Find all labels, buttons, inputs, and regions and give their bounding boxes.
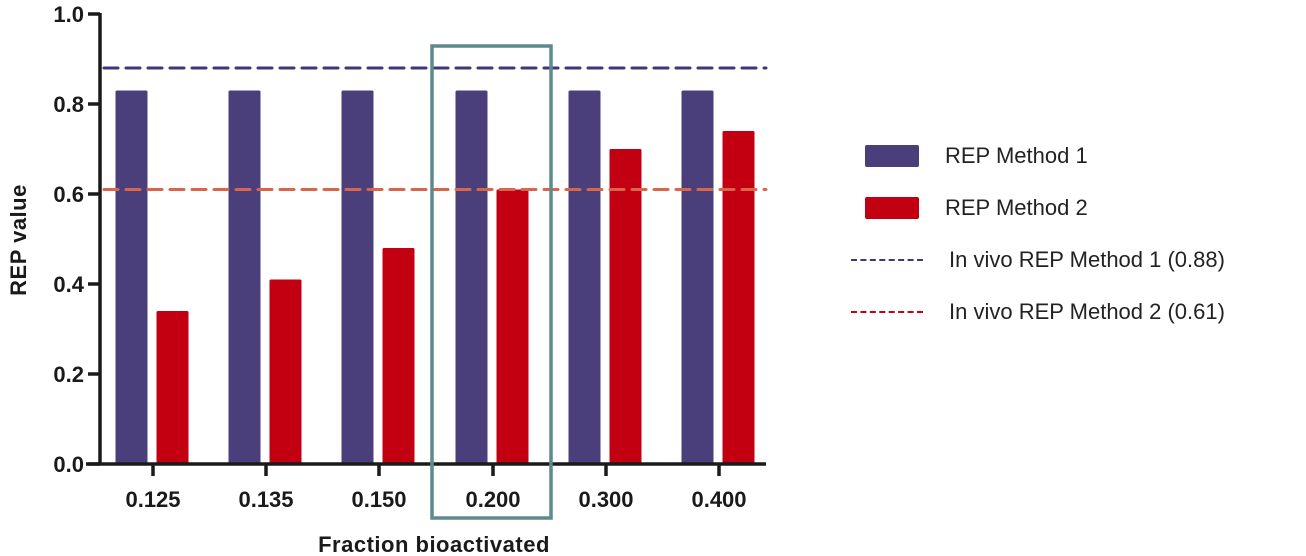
bar-method-2 [269, 279, 302, 464]
bar-method-2 [722, 131, 755, 464]
x-tick-label: 0.400 [691, 487, 746, 512]
legend-label: REP Method 2 [945, 195, 1088, 220]
x-tick-label: 0.200 [465, 487, 520, 512]
y-axis-title: REP value [6, 184, 31, 296]
legend-label: In vivo REP Method 1 (0.88) [949, 247, 1225, 272]
x-tick-label: 0.300 [578, 487, 633, 512]
bar-method-1 [115, 90, 148, 464]
bar-method-1 [681, 90, 714, 464]
axes: 0.0 0.2 0.4 0.6 0.8 1.0 0.125 0.135 0.150 0.200 0.… [53, 2, 766, 512]
legend-item-in-vivo-method-2: In vivo REP Method 2 (0.61) [851, 286, 1225, 338]
legend-item-rep-method-2: REP Method 2 [862, 182, 1225, 234]
legend-item-in-vivo-method-1: In vivo REP Method 1 (0.88) [851, 234, 1225, 286]
legend-label: In vivo REP Method 2 (0.61) [949, 299, 1225, 324]
x-tick-label: 0.135 [238, 487, 293, 512]
legend-swatch-method-1 [865, 145, 919, 167]
bar-method-2 [156, 311, 189, 464]
x-tick-label: 0.150 [351, 487, 406, 512]
highlight-box [430, 44, 553, 520]
x-axis-title: Fraction bioactivated [318, 532, 550, 556]
legend-swatch-method-2 [865, 197, 919, 219]
bars-group [115, 90, 755, 464]
highlight-rectangle [430, 44, 553, 520]
legend-dash-method-2 [851, 311, 923, 313]
y-tick-label: 0.2 [53, 362, 84, 387]
bar-method-1 [228, 90, 261, 464]
bar-method-2 [609, 149, 642, 464]
legend-item-rep-method-1: REP Method 1 [862, 130, 1225, 182]
bar-method-1 [455, 90, 488, 464]
bar-method-1 [341, 90, 374, 464]
bar-method-2 [382, 248, 415, 464]
y-tick-label: 0.4 [53, 272, 84, 297]
bar-method-1 [568, 90, 601, 464]
legend-label: REP Method 1 [945, 143, 1088, 168]
legend-dash-method-1 [851, 259, 923, 261]
x-tick-label: 0.125 [125, 487, 180, 512]
y-tick-label: 1.0 [53, 2, 84, 27]
y-tick-label: 0.0 [53, 452, 84, 477]
y-tick-label: 0.6 [53, 182, 84, 207]
reference-lines [102, 66, 768, 191]
bar-method-2 [496, 189, 529, 464]
y-tick-label: 0.8 [53, 92, 84, 117]
legend: REP Method 1 REP Method 2 In vivo REP Me… [851, 130, 1225, 338]
